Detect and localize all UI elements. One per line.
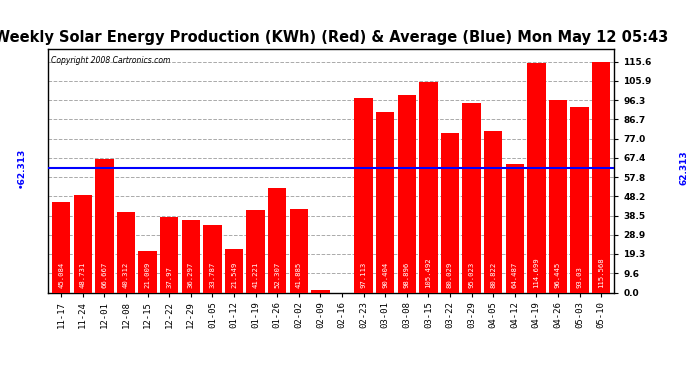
Bar xyxy=(484,131,502,292)
Text: 105.492: 105.492 xyxy=(425,257,431,288)
Text: 64.487: 64.487 xyxy=(512,261,518,288)
Bar xyxy=(139,251,157,292)
Bar xyxy=(225,249,243,292)
Text: 115.568: 115.568 xyxy=(598,257,604,288)
Text: 95.023: 95.023 xyxy=(469,261,475,288)
Bar xyxy=(268,188,286,292)
Bar xyxy=(181,220,200,292)
Text: 1.413: 1.413 xyxy=(317,266,324,288)
Text: 41.221: 41.221 xyxy=(253,261,259,288)
Bar xyxy=(355,99,373,292)
Text: 62.313: 62.313 xyxy=(679,151,688,185)
Text: •62.313: •62.313 xyxy=(17,148,26,188)
Bar xyxy=(74,195,92,292)
Text: 21.009: 21.009 xyxy=(145,261,150,288)
Text: 93.03: 93.03 xyxy=(577,266,582,288)
Text: 48.731: 48.731 xyxy=(80,261,86,288)
Bar xyxy=(117,212,135,292)
Text: 80.822: 80.822 xyxy=(490,261,496,288)
Text: 96.445: 96.445 xyxy=(555,261,561,288)
Text: 66.667: 66.667 xyxy=(101,261,108,288)
Bar xyxy=(527,63,546,292)
Bar xyxy=(95,159,114,292)
Bar xyxy=(246,210,265,292)
Bar xyxy=(311,290,330,292)
Bar xyxy=(52,202,70,292)
Text: 80.029: 80.029 xyxy=(447,261,453,288)
Text: 90.404: 90.404 xyxy=(382,261,388,288)
Bar xyxy=(397,95,416,292)
Text: 98.896: 98.896 xyxy=(404,261,410,288)
Bar xyxy=(290,209,308,292)
Bar xyxy=(506,164,524,292)
Text: 40.312: 40.312 xyxy=(123,261,129,288)
Text: 41.885: 41.885 xyxy=(296,261,302,288)
Text: 97.113: 97.113 xyxy=(361,261,366,288)
Text: 33.787: 33.787 xyxy=(210,261,215,288)
Bar xyxy=(376,112,395,292)
Bar xyxy=(592,62,611,292)
Bar xyxy=(462,103,481,292)
Text: 45.084: 45.084 xyxy=(58,261,64,288)
Text: 36.297: 36.297 xyxy=(188,261,194,288)
Bar xyxy=(441,133,459,292)
Text: 52.307: 52.307 xyxy=(274,261,280,288)
Bar xyxy=(204,225,221,292)
Text: 37.97: 37.97 xyxy=(166,266,172,288)
Text: 114.699: 114.699 xyxy=(533,257,540,288)
Bar xyxy=(549,100,567,292)
Title: Weekly Solar Energy Production (KWh) (Red) & Average (Blue) Mon May 12 05:43: Weekly Solar Energy Production (KWh) (Re… xyxy=(0,30,669,45)
Bar xyxy=(160,217,179,292)
Bar xyxy=(420,82,437,292)
Text: 21.549: 21.549 xyxy=(231,261,237,288)
Text: Copyright 2008 Cartronics.com: Copyright 2008 Cartronics.com xyxy=(51,56,170,65)
Bar xyxy=(571,106,589,292)
